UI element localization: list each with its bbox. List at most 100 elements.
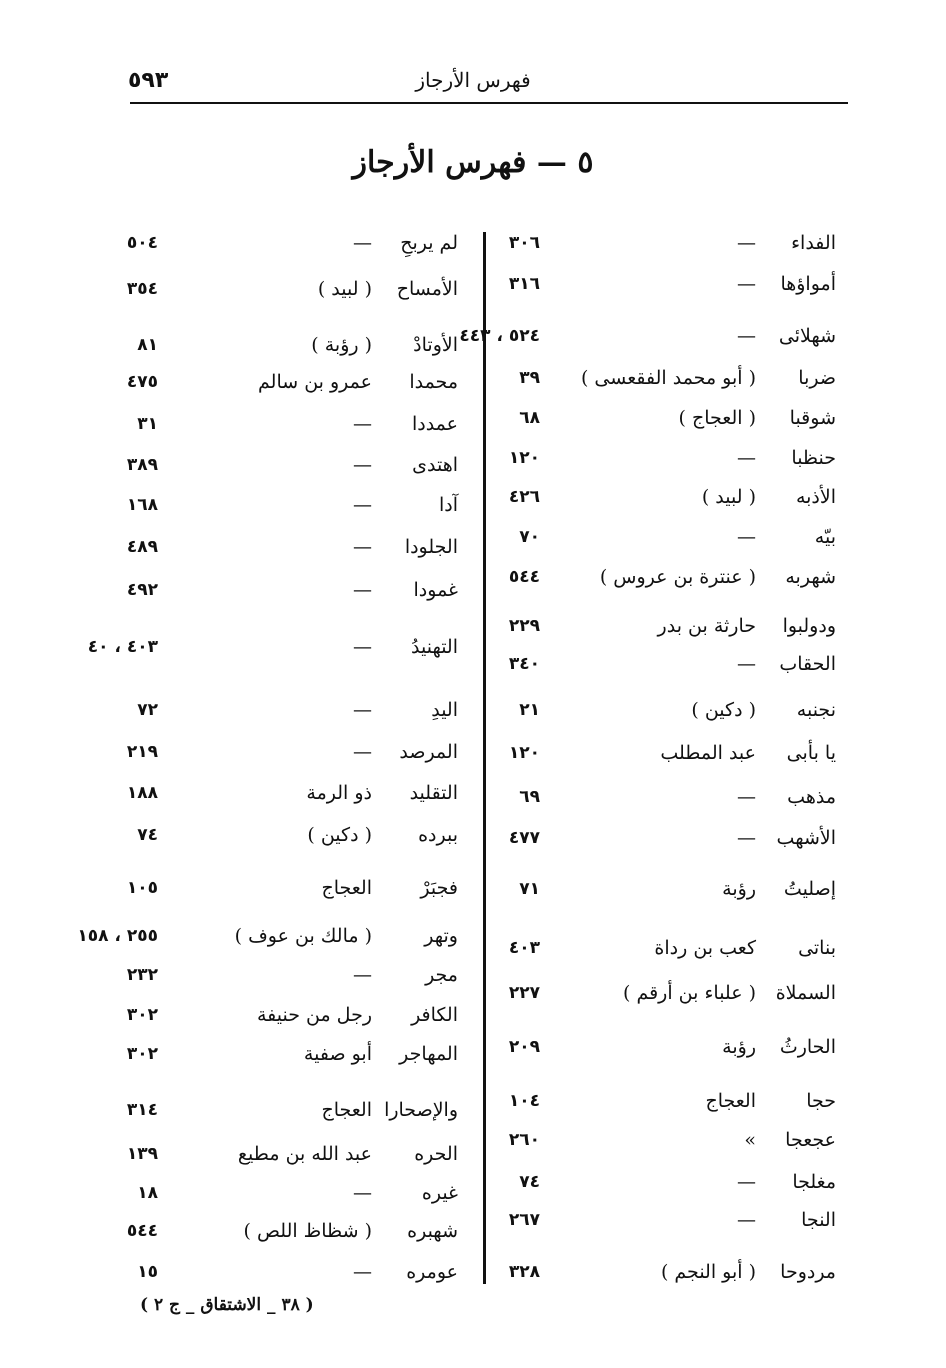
right-entry-rhyme-word: بناتى bbox=[798, 937, 836, 959]
left-entry-page-numbers: ٥٤٤ bbox=[126, 1221, 158, 1241]
right-entry-page-numbers: ٢٠٩ bbox=[508, 1037, 540, 1057]
right-entry-poet: — bbox=[737, 325, 756, 347]
right-entry-poet: كعب بن رداة bbox=[654, 937, 756, 959]
left-entry-rhyme-word: المهاجر bbox=[399, 1043, 458, 1065]
left-entry-poet: ( دكين ) bbox=[307, 824, 372, 846]
right-entry-page-numbers: ٧١ bbox=[519, 879, 540, 899]
left-entry-page-numbers: ٣٨٩ bbox=[126, 455, 158, 475]
right-entry-rhyme-word: شهلائى bbox=[778, 325, 836, 347]
left-entry-poet: — bbox=[353, 741, 372, 763]
left-entry-page-numbers: ٣٠٢ bbox=[126, 1005, 158, 1025]
page-number: ٥٩٣ bbox=[128, 68, 169, 93]
left-entry-poet: — bbox=[353, 579, 372, 601]
left-entry-page-numbers: ١٨٨ bbox=[126, 783, 158, 803]
right-entry-rhyme-word: ودولبوا bbox=[782, 615, 836, 637]
right-entry-poet: ( علباء بن أرقم ) bbox=[623, 982, 756, 1004]
right-entry-rhyme-word: يا بأبى bbox=[786, 742, 836, 764]
right-entry-rhyme-word: مغلجا bbox=[792, 1171, 836, 1193]
left-entry-rhyme-word: لم يربحِ bbox=[400, 232, 458, 254]
right-entry-rhyme-word: مذهب bbox=[787, 786, 836, 808]
left-entry-poet: رجل من حنيفة bbox=[256, 1004, 372, 1026]
left-entry-rhyme-word: آدا bbox=[438, 494, 458, 516]
left-entry-rhyme-word: ببرده bbox=[418, 824, 458, 846]
left-entry-page-numbers: ٣١٤ bbox=[126, 1100, 158, 1120]
right-entry-poet: ( أبو النجم ) bbox=[660, 1261, 756, 1283]
left-entry-rhyme-word: عمددا bbox=[411, 413, 458, 435]
signature-footer: ( ٣٨ _ الاشتقاق _ ج ٢ ) bbox=[140, 1295, 314, 1315]
right-entry-poet: ( دكين ) bbox=[691, 699, 756, 721]
left-entry-rhyme-word: التهنيدُ bbox=[411, 636, 458, 658]
right-entry-poet: — bbox=[737, 1171, 756, 1193]
left-entry-rhyme-word: التقليد bbox=[409, 782, 458, 804]
right-entry-page-numbers: ٤٢٦ bbox=[508, 487, 540, 507]
left-entry-page-numbers: ١٣٩ bbox=[126, 1144, 158, 1164]
right-entry-poet: ( عنترة بن عروس ) bbox=[599, 566, 756, 588]
right-entry-page-numbers: ٥٤٤ bbox=[508, 567, 540, 587]
right-entry-rhyme-word: ضربا bbox=[798, 367, 836, 389]
left-entry-rhyme-word: الكافر bbox=[411, 1004, 458, 1026]
right-entry-page-numbers: ٦٨ bbox=[519, 408, 540, 428]
left-entry-poet: عبد الله بن مطيع bbox=[237, 1143, 372, 1165]
running-head-title: فهرس الأرجاز bbox=[415, 68, 531, 92]
right-entry-page-numbers: ٢٦٧ bbox=[508, 1210, 540, 1230]
right-entry-rhyme-word: الأذبه bbox=[795, 486, 836, 508]
right-entry-rhyme-word: عجعجا bbox=[785, 1129, 836, 1151]
left-entry-rhyme-word: فجبَرْ bbox=[420, 877, 458, 899]
left-entry-rhyme-word: محمدا bbox=[409, 371, 458, 393]
right-entry-page-numbers: ٢٦٠ bbox=[508, 1130, 540, 1150]
right-entry-page-numbers: ٣٤٠ bbox=[508, 654, 540, 674]
right-entry-page-numbers: ٣٢٨ bbox=[508, 1262, 540, 1282]
right-entry-rhyme-word: الحارثُ bbox=[779, 1036, 836, 1058]
left-entry-page-numbers: ١٦٨ bbox=[126, 495, 158, 515]
right-entry-poet: — bbox=[737, 232, 756, 254]
left-entry-rhyme-word: اهتدى bbox=[412, 454, 458, 476]
left-entry-poet: — bbox=[353, 1261, 372, 1283]
left-entry-poet: — bbox=[353, 964, 372, 986]
left-entry-poet: عمرو بن سالم bbox=[258, 371, 372, 393]
left-entry-rhyme-word: المرصد bbox=[399, 741, 458, 763]
left-entry-rhyme-word: غيره bbox=[421, 1182, 458, 1204]
right-entry-rhyme-word: الفداء bbox=[791, 232, 836, 254]
right-entry-page-numbers: ٢٢٧ bbox=[508, 983, 540, 1003]
left-entry-poet: ( مالك بن عوف ) bbox=[234, 925, 372, 947]
right-entry-poet: — bbox=[737, 827, 756, 849]
right-entry-poet: — bbox=[737, 1209, 756, 1231]
left-entry-page-numbers: ٢١٩ bbox=[126, 742, 158, 762]
right-entry-rhyme-word: إصليتُ bbox=[783, 878, 836, 900]
right-entry-poet: — bbox=[737, 526, 756, 548]
left-entry-poet: — bbox=[353, 413, 372, 435]
left-entry-page-numbers: ٧٤ bbox=[137, 825, 158, 845]
right-entry-poet: ( أبو محمد الفقعسى ) bbox=[580, 367, 756, 389]
left-entry-rhyme-word: الأمساح bbox=[396, 278, 458, 300]
right-entry-page-numbers: ٣٩ bbox=[519, 368, 540, 388]
right-entry-page-numbers: ٧٠ bbox=[519, 527, 540, 547]
right-entry-rhyme-word: بيّه bbox=[814, 526, 836, 548]
column-divider bbox=[483, 232, 486, 1284]
left-entry-poet: ( شظاظ اللص ) bbox=[243, 1220, 372, 1242]
left-entry-poet: — bbox=[353, 699, 372, 721]
right-entry-page-numbers: ٣٠٦ bbox=[508, 233, 540, 253]
left-entry-rhyme-word: الحره bbox=[414, 1143, 458, 1165]
right-entry-page-numbers: ١٢٠ bbox=[508, 743, 540, 763]
left-entry-page-numbers: ٨١ bbox=[137, 335, 158, 355]
right-entry-rhyme-word: السملاة bbox=[775, 982, 836, 1004]
left-entry-poet: — bbox=[353, 494, 372, 516]
left-entry-rhyme-word: وتهر bbox=[424, 925, 458, 947]
right-entry-rhyme-word: الحقاب bbox=[779, 653, 836, 675]
right-entry-poet: رؤبة bbox=[722, 878, 756, 900]
left-entry-poet: ذو الرمة bbox=[306, 782, 372, 804]
left-entry-poet: العجاج bbox=[321, 877, 372, 899]
right-entry-rhyme-word: نجنبه bbox=[796, 699, 836, 721]
right-entry-poet: — bbox=[737, 786, 756, 808]
right-entry-page-numbers: ٢٢٩ bbox=[508, 616, 540, 636]
left-entry-poet: العجاج bbox=[321, 1099, 372, 1121]
left-entry-rhyme-word: مجر bbox=[425, 964, 458, 986]
left-entry-rhyme-word: والإصحارا bbox=[384, 1099, 458, 1121]
left-entry-page-numbers: ٣٠٢ bbox=[126, 1044, 158, 1064]
left-entry-page-numbers: ٢٥٥ ، ١٥٨ bbox=[77, 926, 158, 946]
section-heading: ٥ — فهرس الأرجاز bbox=[352, 145, 594, 180]
right-entry-poet: — bbox=[737, 447, 756, 469]
left-entry-page-numbers: ١٨ bbox=[137, 1183, 158, 1203]
right-entry-poet: ( العجاج ) bbox=[678, 407, 756, 429]
right-entry-rhyme-word: أمواؤها bbox=[780, 273, 836, 295]
